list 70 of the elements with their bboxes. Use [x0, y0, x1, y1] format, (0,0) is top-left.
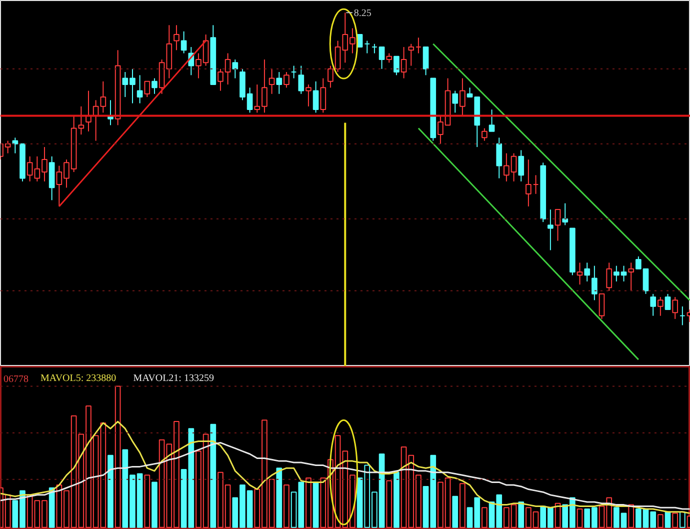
candlestick — [284, 72, 290, 88]
candlestick — [268, 68, 275, 94]
candlestick — [562, 202, 568, 226]
bar — [114, 386, 121, 528]
bar — [628, 504, 634, 528]
candlestick — [416, 37, 422, 54]
candlestick — [394, 56, 400, 76]
bar — [108, 454, 114, 528]
bar — [518, 501, 524, 528]
candlestick — [232, 59, 238, 79]
candlestick — [144, 80, 150, 98]
candlestick — [378, 46, 385, 70]
bar — [658, 514, 664, 528]
candlestick — [650, 293, 656, 316]
candlestick — [576, 262, 583, 286]
candlestick — [606, 262, 612, 292]
candlestick — [658, 296, 664, 316]
candlestick — [488, 109, 495, 132]
bar — [312, 482, 319, 528]
candlestick — [482, 128, 488, 142]
candlestick — [136, 74, 143, 104]
candlestick — [496, 137, 502, 179]
bar — [664, 511, 671, 528]
candlestick — [356, 34, 363, 48]
candlestick — [152, 78, 158, 94]
candlestick — [532, 174, 539, 194]
candlestick — [364, 40, 370, 54]
bar — [306, 477, 312, 528]
candlestick — [460, 78, 466, 116]
text: MAVOL5: 233880 — [40, 372, 116, 384]
candlestick — [180, 30, 187, 54]
candlestick — [664, 293, 671, 310]
candlestick — [548, 209, 554, 251]
annotation: 8.25 — [354, 8, 372, 20]
candlestick — [452, 90, 458, 114]
bar — [482, 507, 488, 528]
candlestick — [12, 137, 18, 154]
candlestick — [518, 150, 524, 182]
bar — [152, 482, 158, 528]
candlestick — [526, 159, 532, 207]
candlestick — [554, 209, 561, 242]
bar — [452, 496, 458, 528]
candlestick — [628, 262, 634, 292]
candlestick — [174, 24, 180, 51]
candlestick — [422, 46, 429, 76]
candlestick — [290, 65, 297, 79]
bar — [460, 483, 466, 528]
text: MAVOL21: 133259 — [133, 372, 214, 384]
candlestick — [680, 306, 686, 326]
candlestick — [306, 84, 312, 107]
candlestick — [592, 265, 598, 301]
text: 06778 — [4, 374, 28, 385]
bar — [386, 480, 392, 528]
candlestick — [312, 80, 319, 114]
candlestick — [672, 296, 678, 320]
bar — [276, 468, 282, 528]
candlestick — [320, 78, 326, 114]
candlestick — [298, 65, 304, 94]
candlestick — [276, 72, 282, 94]
candlestick — [598, 293, 605, 320]
candlestick — [386, 52, 392, 64]
bar — [210, 424, 216, 528]
bar — [144, 474, 150, 528]
candlestick — [584, 262, 590, 282]
candlestick — [372, 43, 378, 54]
candlestick — [408, 43, 414, 66]
bar — [576, 508, 583, 528]
candlestick — [4, 140, 11, 154]
candlestick — [400, 46, 407, 79]
bar — [394, 472, 400, 528]
